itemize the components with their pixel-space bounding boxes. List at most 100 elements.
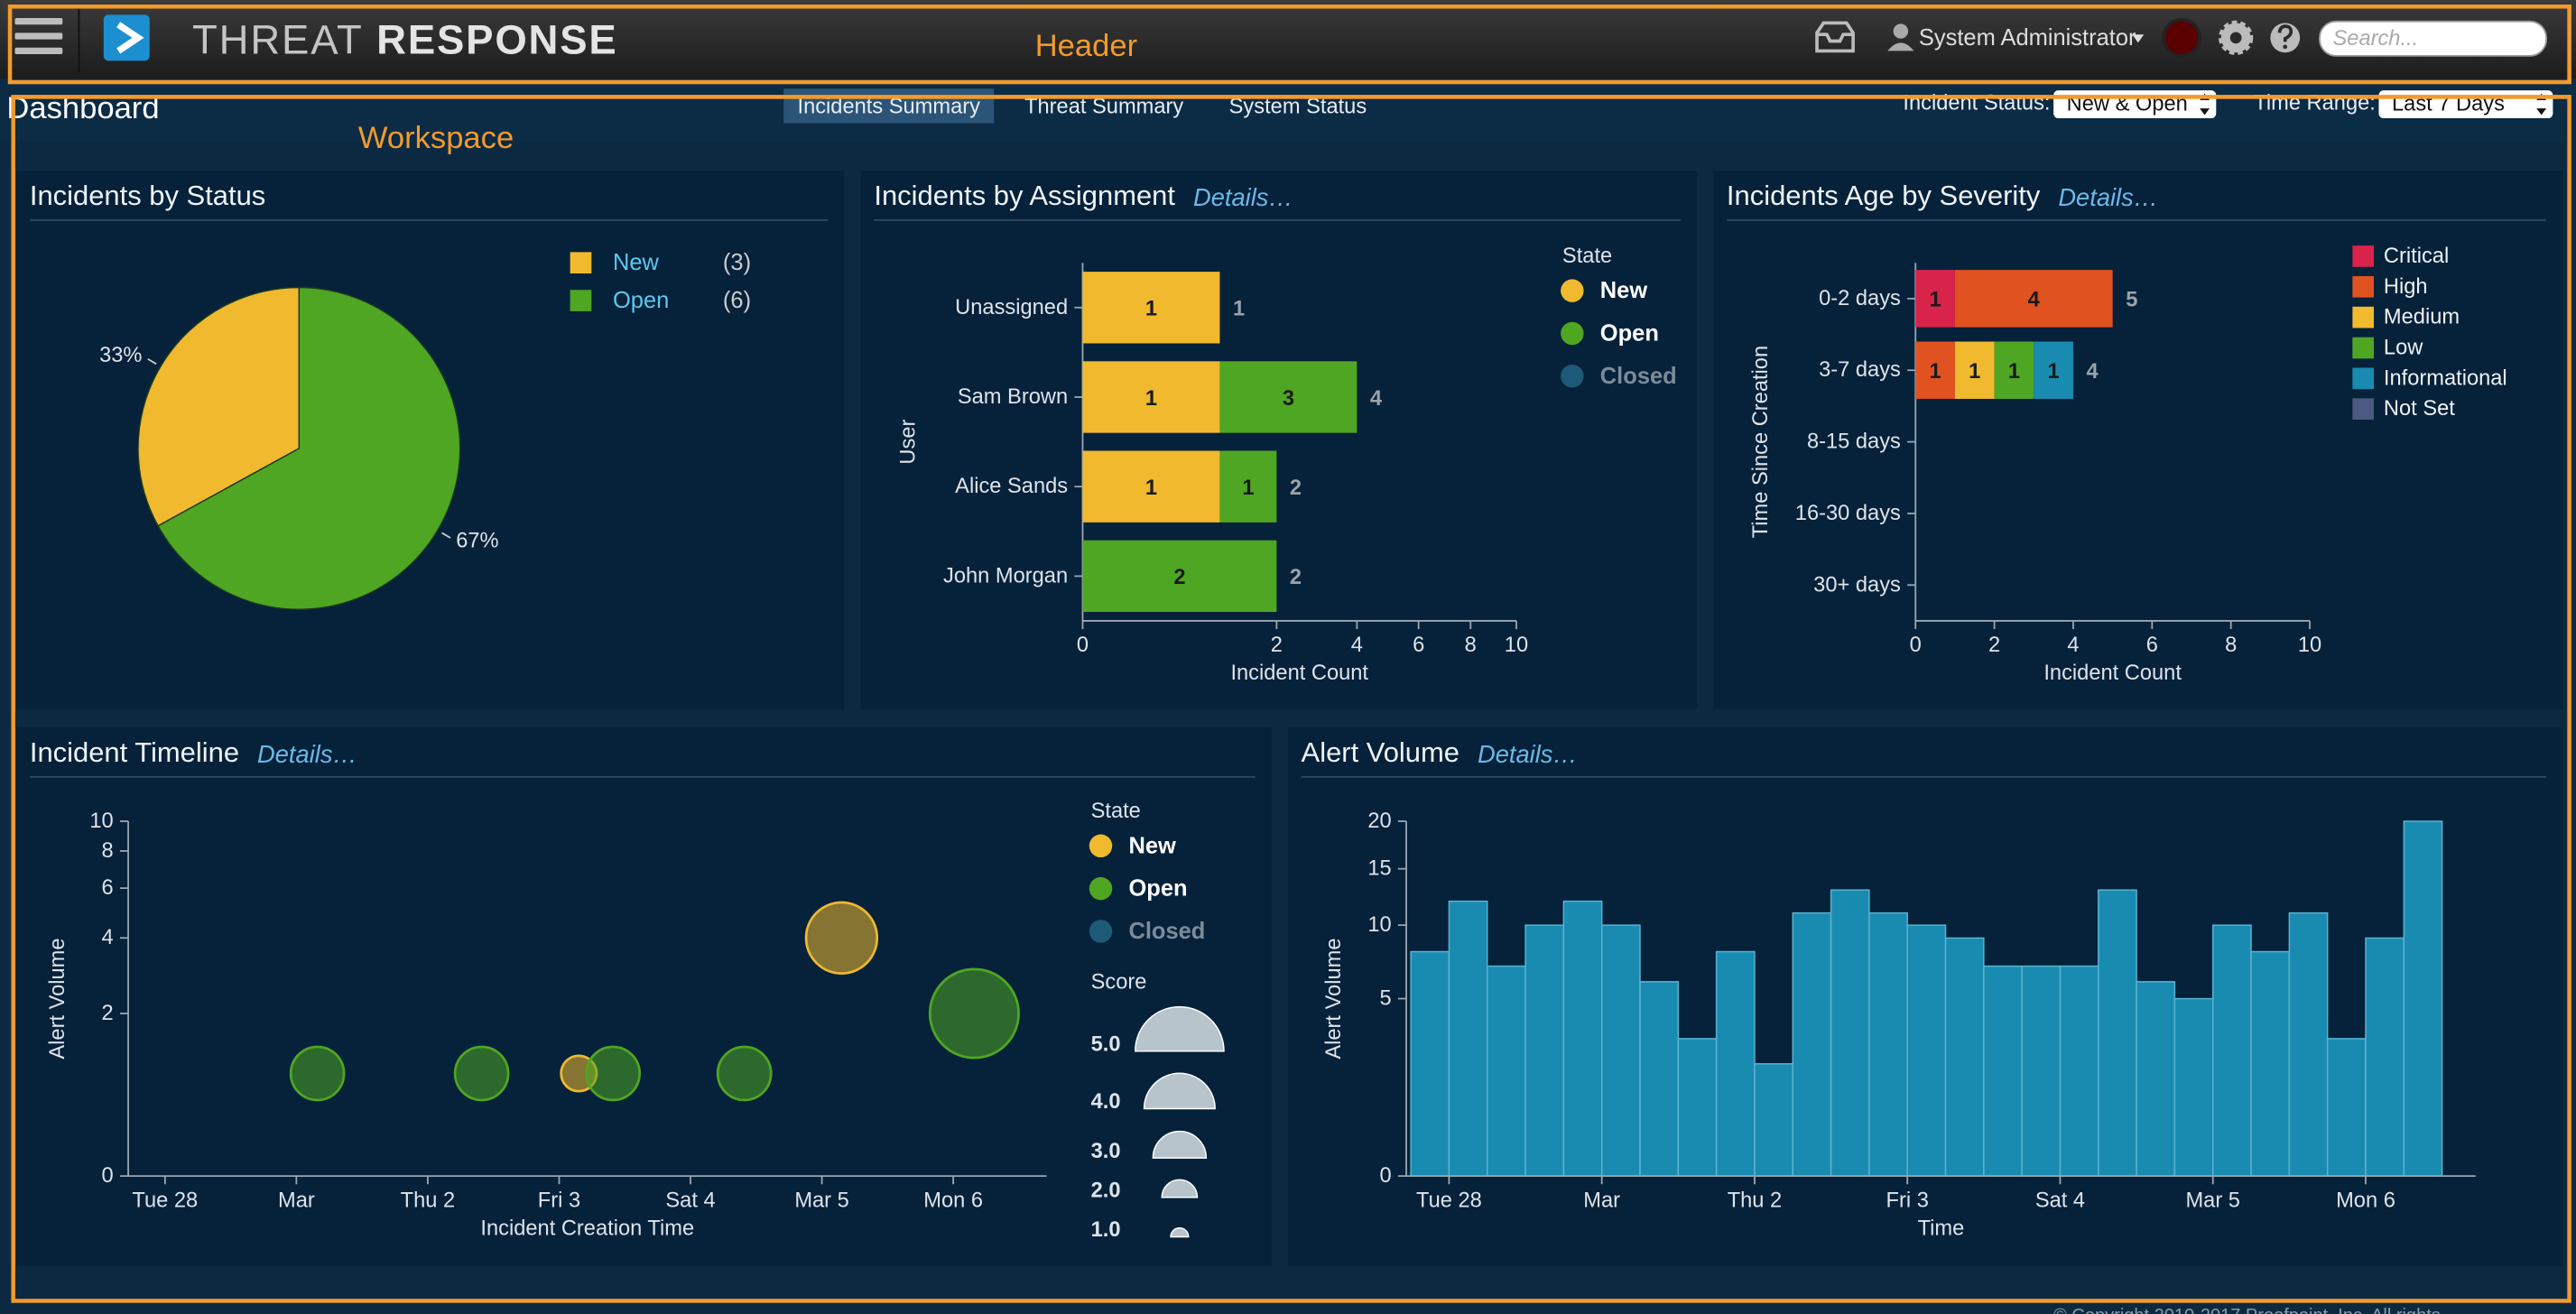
histogram-bar[interactable] [2021,965,2062,1177]
histogram-bar[interactable] [1944,937,1985,1177]
details-link[interactable]: Details… [2058,183,2158,211]
pie-label: 67% [456,530,498,553]
histogram-bar[interactable] [1639,981,1680,1177]
user-menu[interactable]: System Administrator [1887,23,2145,51]
histogram-bar[interactable] [1410,950,1450,1177]
histogram-bar[interactable] [1524,924,1565,1177]
histogram-bar[interactable] [2212,924,2252,1177]
bar-total: 4 [1370,387,1383,411]
histogram-bar[interactable] [2173,997,2214,1177]
logo [103,14,150,61]
search-placeholder[interactable]: Search... [2333,27,2419,51]
y-tick-label: 10 [1367,913,1391,937]
histogram-bar[interactable] [2288,911,2329,1177]
legend-label[interactable]: Low [2384,336,2423,359]
size-legend-marker [1135,1006,1225,1052]
legend-label[interactable]: Open [613,288,669,313]
histogram-bar[interactable] [1754,1063,1793,1177]
segment-label: 1 [2008,360,2020,384]
histogram-bar[interactable] [1448,900,1488,1177]
histogram-bar[interactable] [2098,889,2137,1177]
search-box[interactable]: Search... [2319,20,2548,57]
y-tick-label: 6 [102,876,114,900]
histogram-bar[interactable] [2136,981,2176,1177]
user-name[interactable]: System Administrator [1919,25,2136,51]
x-axis-label: Time [1918,1217,1965,1240]
histogram-bar[interactable] [1830,889,1870,1177]
y-axis-label: User [897,419,921,464]
details-link[interactable]: Details… [1478,740,1578,768]
menu-button[interactable] [14,18,63,55]
bubble[interactable] [716,1045,773,1102]
details-link[interactable]: Details… [257,740,357,768]
bar-segment [1082,361,1220,433]
x-tick-label: Tue 28 [132,1189,198,1212]
legend-label[interactable]: Medium [2384,306,2460,329]
segment-label: 1 [1929,360,1941,384]
size-legend-label: 4.0 [1091,1090,1121,1114]
histogram-bar[interactable] [1715,950,1756,1177]
legend-label[interactable]: Not Set [2384,397,2455,421]
segment-label: 1 [1242,477,1254,500]
legend-label[interactable]: Open [1128,876,1187,902]
y-tick-label: 30+ days [1813,573,1901,597]
histogram-bar[interactable] [2403,820,2443,1177]
inbox-icon[interactable] [1815,21,1855,53]
details-link[interactable]: Details… [1193,183,1293,211]
histogram-bar[interactable] [1600,924,1641,1177]
bubble[interactable] [453,1045,510,1102]
histogram-bar[interactable] [1677,1038,1718,1177]
y-tick-label: Unassigned [955,296,1068,319]
bubble[interactable] [928,967,1020,1060]
annotation-box [11,95,2571,1303]
y-tick-label: Alice Sands [955,475,1068,498]
legend-label[interactable]: Informational [2384,366,2507,390]
histogram-bar[interactable] [2250,950,2291,1177]
legend-marker [1561,365,1584,388]
legend-title: State [1091,800,1141,823]
y-tick-label: 5 [1379,987,1391,1011]
histogram-bar[interactable] [1487,965,1526,1177]
size-legend-marker [1170,1226,1190,1238]
histogram-bar[interactable] [1792,911,1832,1177]
panel [860,171,1698,710]
segment-label: 1 [2048,360,2060,384]
bubble[interactable] [585,1045,642,1102]
panel [16,727,1272,1267]
legend-swatch [570,252,592,274]
legend-title: State [1562,245,1612,268]
legend-label[interactable]: High [2384,275,2428,299]
x-tick-label: Sat 4 [665,1189,715,1212]
y-tick-label: 0-2 days [1819,287,1901,310]
bubble[interactable] [804,901,879,975]
x-tick-label: 6 [1413,634,1424,657]
settings-icon[interactable] [2219,20,2254,55]
legend-marker [1561,279,1584,302]
help-icon[interactable] [2270,23,2301,53]
histogram-bar[interactable] [2059,965,2099,1177]
legend-label[interactable]: New [1600,278,1648,303]
legend-label[interactable]: Closed [1128,919,1205,944]
x-tick-label: Mon 6 [2336,1189,2395,1212]
legend-label[interactable]: New [613,250,660,275]
histogram-bar[interactable] [2365,937,2405,1177]
panel-title: Incident Timeline [30,736,239,768]
x-tick-label: Sat 4 [2035,1189,2085,1212]
panel-title: Incidents by Assignment [874,180,1175,211]
legend-label[interactable]: Critical [2384,245,2449,268]
legend-label[interactable]: Open [1600,320,1659,346]
y-tick-label: 2 [102,1002,114,1025]
histogram-bar[interactable] [1906,924,1947,1177]
x-tick-label: 6 [2146,634,2158,657]
legend-label[interactable]: New [1128,833,1176,858]
bar-segment [1954,341,1995,399]
histogram-bar[interactable] [1868,911,1908,1177]
histogram-bar[interactable] [2326,1038,2367,1177]
bubble[interactable] [289,1045,346,1102]
app-title-bold: RESPONSE [376,16,617,62]
histogram-bar[interactable] [1562,900,1603,1177]
x-tick-label: Mar [1583,1189,1620,1212]
status-indicator[interactable] [2162,18,2201,58]
histogram-bar[interactable] [1983,965,2023,1177]
legend-label[interactable]: Closed [1600,364,1677,389]
